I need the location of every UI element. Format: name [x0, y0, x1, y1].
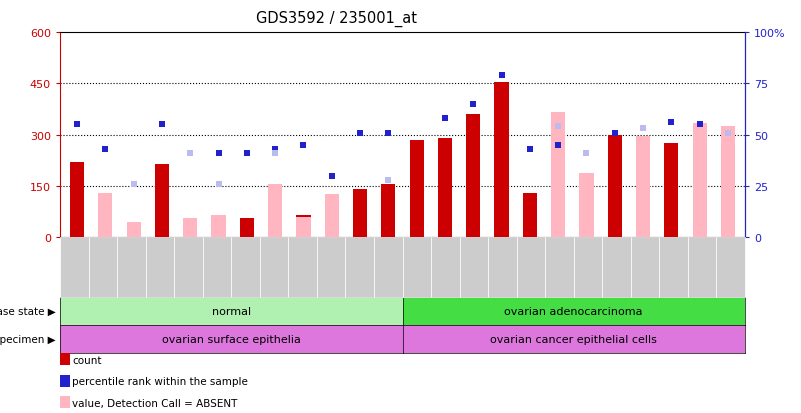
Bar	[99, 193, 112, 237]
Bar	[608, 135, 622, 237]
Bar	[438, 139, 452, 237]
Text: value, Detection Call = ABSENT: value, Detection Call = ABSENT	[72, 398, 237, 408]
Bar	[70, 163, 84, 237]
Text: disease state ▶: disease state ▶	[0, 306, 56, 316]
Text: ovarian cancer epithelial cells: ovarian cancer epithelial cells	[490, 335, 657, 344]
Bar	[693, 151, 706, 237]
Text: percentile rank within the sample: percentile rank within the sample	[72, 376, 248, 386]
Bar	[268, 185, 282, 237]
Bar	[636, 137, 650, 237]
Bar	[239, 219, 254, 237]
Bar	[693, 123, 706, 237]
Bar	[409, 140, 424, 237]
Bar	[127, 222, 141, 237]
Text: ovarian adenocarcinoma: ovarian adenocarcinoma	[505, 306, 643, 316]
Text: specimen ▶: specimen ▶	[0, 335, 56, 344]
Bar	[466, 115, 481, 237]
Bar	[353, 190, 367, 237]
Bar	[381, 185, 396, 237]
Bar	[211, 222, 226, 237]
Bar	[296, 217, 311, 237]
Text: ovarian surface epithelia: ovarian surface epithelia	[162, 335, 300, 344]
Bar	[579, 173, 594, 237]
Bar	[494, 83, 509, 237]
Bar	[721, 127, 735, 237]
Bar	[155, 164, 169, 237]
Bar	[551, 113, 566, 237]
Text: normal: normal	[211, 306, 251, 316]
Bar	[183, 219, 197, 237]
Bar	[664, 144, 678, 237]
Text: GDS3592 / 235001_at: GDS3592 / 235001_at	[256, 10, 417, 26]
Bar	[211, 215, 226, 237]
Text: count: count	[72, 355, 102, 365]
Bar	[296, 215, 311, 237]
Bar	[523, 193, 537, 237]
Bar	[324, 195, 339, 237]
